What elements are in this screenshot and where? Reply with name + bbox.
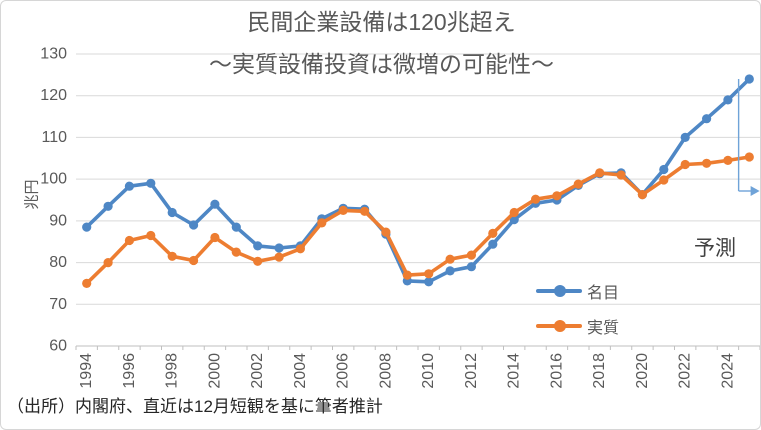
- data-point-real: [231, 247, 241, 257]
- data-point-real: [167, 251, 177, 261]
- legend-item-nominal: 名目: [536, 279, 619, 303]
- data-point-real: [595, 168, 605, 178]
- chart-subtitle: ～実質設備投資は微増の可能性～: [209, 51, 554, 77]
- data-point-real: [723, 155, 733, 165]
- forecast-arrow-head-icon: [750, 186, 760, 196]
- forecast-annotation-label: 予測: [694, 237, 736, 260]
- data-point-real: [616, 170, 626, 180]
- nominal-series-marker-icon: [536, 279, 582, 303]
- data-point-nominal: [466, 262, 476, 272]
- y-tick-label: 80: [49, 254, 67, 271]
- data-point-nominal: [124, 181, 134, 191]
- y-tick-label: 70: [49, 296, 67, 313]
- legend: 名目 実質: [536, 279, 619, 349]
- data-point-real: [424, 269, 434, 279]
- data-point-nominal: [189, 220, 199, 230]
- source-note: （出所）内閣府、直近は12月短観を基に筆者推計: [7, 397, 383, 416]
- data-point-real: [82, 278, 92, 288]
- data-point-nominal: [210, 199, 220, 209]
- x-tick-label: 2004: [292, 353, 309, 389]
- data-point-real: [702, 158, 712, 168]
- y-tick-label: 90: [49, 212, 67, 229]
- x-tick-label: 2012: [463, 353, 480, 389]
- data-point-nominal: [274, 243, 284, 253]
- data-point-real: [253, 256, 263, 266]
- data-point-nominal: [82, 222, 92, 232]
- y-tick-label: 130: [40, 46, 67, 63]
- data-point-real: [146, 230, 156, 241]
- x-tick-label: 1994: [78, 353, 95, 389]
- x-tick-label: 2020: [634, 353, 651, 389]
- data-point-real: [189, 255, 199, 266]
- data-point-real: [124, 235, 134, 246]
- data-point-nominal: [659, 164, 669, 175]
- y-tick-label: 60: [49, 338, 67, 355]
- data-point-real: [295, 244, 305, 254]
- data-point-real: [552, 191, 562, 201]
- data-point-nominal: [680, 132, 690, 142]
- legend-item-real: 実質: [536, 314, 619, 338]
- legend-label-real: 実質: [587, 320, 620, 337]
- y-tick-label: 120: [40, 87, 67, 104]
- data-point-real: [637, 190, 648, 200]
- data-point-real: [445, 254, 455, 264]
- data-point-nominal: [723, 95, 733, 105]
- data-point-real: [360, 206, 370, 216]
- data-point-real: [466, 250, 476, 260]
- x-tick-label: 2022: [677, 353, 694, 389]
- data-point-real: [680, 159, 690, 170]
- data-point-real: [744, 152, 754, 162]
- x-tick-label: 2006: [335, 353, 352, 389]
- data-point-real: [488, 228, 498, 238]
- data-point-real: [103, 258, 113, 268]
- series-line-real: [84, 155, 752, 286]
- y-tick-label: 100: [40, 171, 67, 188]
- data-point-real: [274, 252, 284, 262]
- data-point-real: [317, 218, 327, 228]
- data-point-nominal: [445, 266, 455, 276]
- data-point-nominal: [146, 178, 156, 188]
- data-point-nominal: [253, 241, 263, 251]
- x-tick-label: 2010: [420, 353, 437, 389]
- x-tick-label: 2000: [206, 353, 223, 389]
- data-point-real: [338, 205, 348, 215]
- data-point-nominal: [509, 215, 519, 225]
- y-tick-label: 110: [41, 129, 67, 146]
- data-point-nominal: [103, 201, 113, 211]
- data-point-nominal: [488, 239, 498, 249]
- legend-label-nominal: 名目: [587, 285, 620, 302]
- x-tick-label: 2014: [506, 353, 523, 389]
- data-point-real: [210, 232, 220, 243]
- real-series-marker-icon: [536, 314, 582, 338]
- data-point-nominal: [231, 222, 241, 232]
- data-point-nominal: [744, 74, 754, 84]
- data-point-real: [573, 179, 583, 189]
- x-tick-label: 2008: [377, 353, 394, 389]
- data-point-nominal: [702, 114, 712, 124]
- data-point-real: [659, 175, 669, 185]
- data-point-real: [402, 270, 412, 280]
- series-line-nominal: [84, 77, 752, 284]
- x-tick-label: 2018: [591, 353, 608, 389]
- data-point-real: [381, 227, 391, 237]
- data-point-nominal: [167, 207, 177, 218]
- x-tick-label: 2024: [719, 353, 736, 389]
- y-axis-unit-label: 兆円: [23, 179, 41, 210]
- data-point-real: [509, 207, 519, 218]
- data-point-nominal: [424, 277, 434, 287]
- x-tick-label: 2016: [548, 353, 565, 389]
- chart-title: 民間企業設備は120兆超え: [247, 9, 516, 35]
- x-tick-label: 1996: [121, 353, 138, 389]
- data-point-real: [531, 194, 541, 204]
- x-tick-label: 1998: [164, 353, 181, 389]
- x-tick-label: 2002: [249, 353, 266, 389]
